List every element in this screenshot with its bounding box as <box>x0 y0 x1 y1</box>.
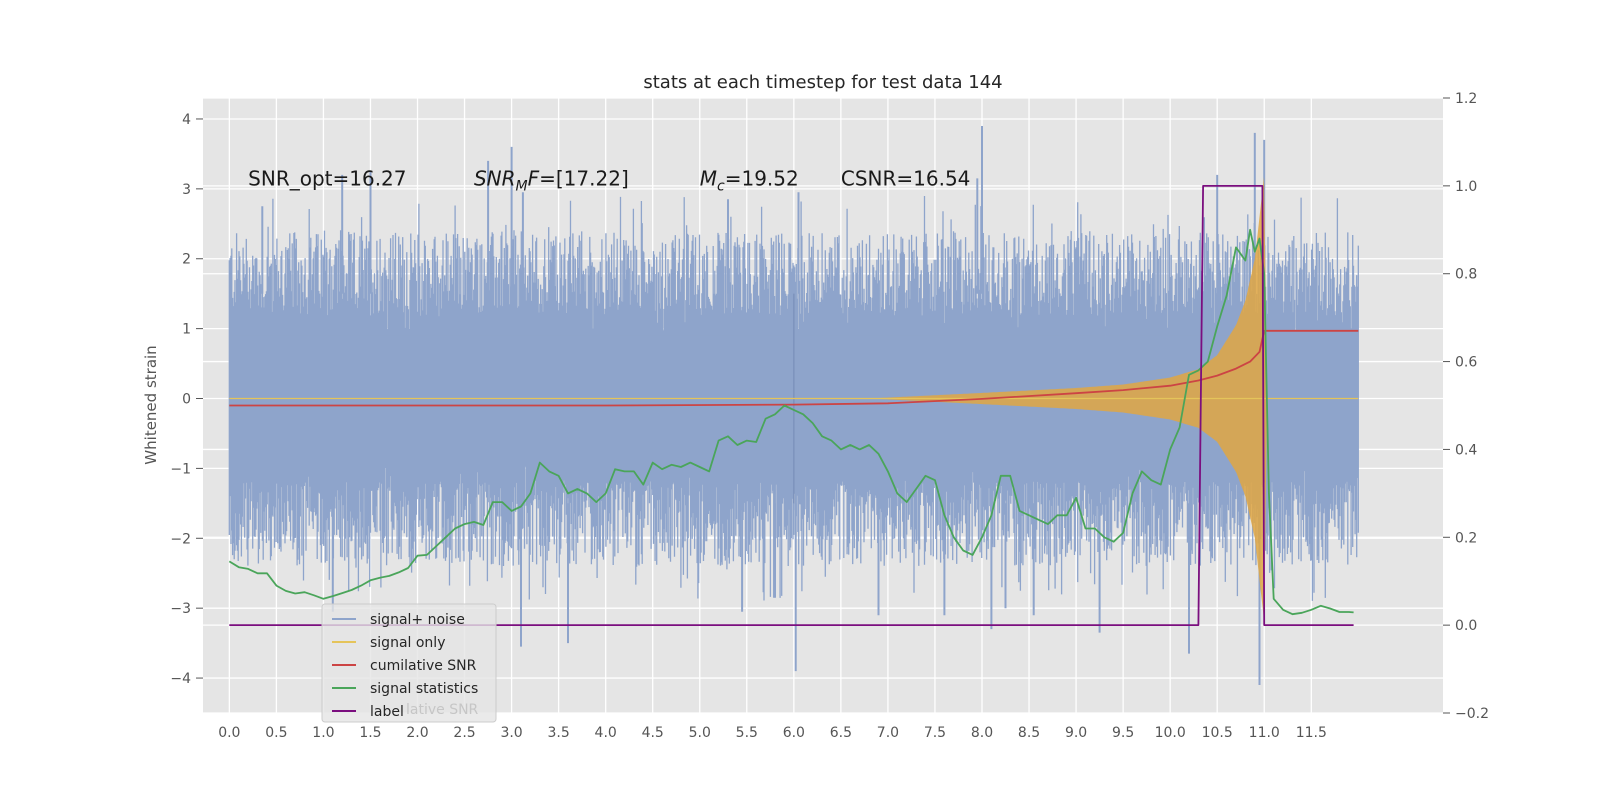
y-tick-label: 2 <box>182 252 191 268</box>
x-tick-label: 5.0 <box>689 725 711 741</box>
y-tick-label: 1 <box>182 322 191 338</box>
y2-tick-label: 0.0 <box>1455 618 1477 634</box>
y-axis-ticks: 4 3 2 1 0 −1 −2 −3 −4 <box>170 112 203 687</box>
legend-box <box>321 603 497 723</box>
x-tick-label: 8.5 <box>1018 725 1040 741</box>
x-tick-label: 8.0 <box>971 725 993 741</box>
line-series <box>228 184 1359 626</box>
x-tick-label: 7.5 <box>924 725 946 741</box>
cumulative-snr-line <box>229 329 1359 407</box>
x-tick-label: 2.0 <box>406 725 428 741</box>
label-line <box>229 184 1354 626</box>
annotations: SNR_opt=16.27 SNRMF=[17.22] Mc=19.52 CSNR=1… <box>248 166 970 194</box>
y2-tick-label: 0.6 <box>1455 355 1477 371</box>
legend-label: signal+ noise <box>370 612 465 628</box>
y-tick-label: 4 <box>182 112 191 128</box>
x-tick-label: 11.0 <box>1249 725 1280 741</box>
x-axis-ticks: 0.0 0.5 1.0 1.5 2.0 2.5 3.0 3.5 4.0 4.5 5.0 5.5 6.0 6… <box>218 725 1327 741</box>
annotation-part: SNR_opt=16.27 <box>248 166 406 190</box>
legend-ghost-text: lative SNR <box>406 702 479 718</box>
x-tick-label: 3.5 <box>547 725 569 741</box>
annotation-part: =[17.22] <box>539 166 629 190</box>
y2-tick-label: 1.2 <box>1455 91 1477 107</box>
x-tick-label: 10.5 <box>1202 725 1233 741</box>
y2-tick-label: 0.2 <box>1455 530 1477 546</box>
x-tick-label: 10.0 <box>1155 725 1186 741</box>
annotation-part: =19.52 <box>725 166 799 190</box>
legend-label: signal statistics <box>370 681 478 697</box>
x-tick-label: 4.0 <box>595 725 617 741</box>
annotation-part: c <box>717 178 725 194</box>
annotation-part: M <box>700 166 717 190</box>
x-tick-label: 2.5 <box>453 725 475 741</box>
x-tick-label: 11.5 <box>1296 725 1327 741</box>
y-tick-label: −3 <box>170 601 191 617</box>
y-tick-label: −2 <box>170 531 191 547</box>
x-tick-label: 4.5 <box>642 725 664 741</box>
annotation-part: M <box>516 178 528 194</box>
y2-tick-label: 0.4 <box>1455 442 1477 458</box>
legend-label: label <box>370 704 404 720</box>
annotation-part: F <box>528 166 540 190</box>
x-tick-label: 1.5 <box>359 725 381 741</box>
x-tick-label: 6.0 <box>783 725 805 741</box>
annotation-part: CSNR=16.54 <box>841 166 971 190</box>
y-tick-label: −4 <box>170 671 191 687</box>
x-tick-label: 1.0 <box>312 725 334 741</box>
x-tick-label: 0.5 <box>265 725 287 741</box>
y-tick-label: 3 <box>182 182 191 198</box>
y2-tick-label: −0.2 <box>1455 706 1489 722</box>
annotation-part: SNR <box>474 166 516 190</box>
signal-statistics-line <box>228 228 1354 616</box>
y-tick-label: −1 <box>170 461 191 477</box>
y-axis-label: Whitened strain <box>142 345 160 464</box>
x-tick-label: 0.0 <box>218 725 240 741</box>
legend-label: signal only <box>370 635 445 651</box>
signal-series <box>229 177 1359 620</box>
y-tick-label: 0 <box>182 392 191 408</box>
y2-axis-ticks: 1.2 1.0 0.8 0.6 0.4 0.2 0.0 −0.2 <box>1443 91 1489 722</box>
chart-title: stats at each timestep for test data 144 <box>643 72 1002 93</box>
y2-tick-label: 1.0 <box>1455 179 1477 195</box>
x-tick-label: 5.5 <box>736 725 758 741</box>
x-tick-label: 3.0 <box>500 725 522 741</box>
legend: lative SNR signal+ noise signal only cumila… <box>321 603 497 723</box>
x-tick-label: 9.0 <box>1065 725 1087 741</box>
annotation-text: Mc=19.52 <box>700 166 799 194</box>
annotation-text: CSNR=16.54 <box>841 166 971 190</box>
legend-label: cumilative SNR <box>370 658 477 674</box>
annotation-text: SNRMF=[17.22] <box>474 166 629 194</box>
annotation-text: SNR_opt=16.27 <box>248 166 406 190</box>
x-tick-label: 7.0 <box>877 725 899 741</box>
y2-tick-label: 0.8 <box>1455 267 1477 283</box>
x-tick-label: 9.5 <box>1112 725 1134 741</box>
x-tick-label: 6.5 <box>830 725 852 741</box>
